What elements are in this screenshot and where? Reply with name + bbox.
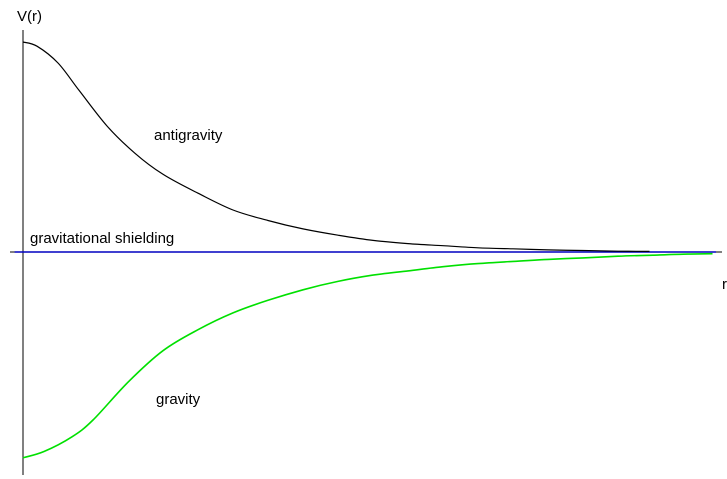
gravity-curve <box>22 252 713 459</box>
antigravity-curve <box>22 41 650 252</box>
antigravity-label: antigravity <box>154 127 223 144</box>
gravity-label: gravity <box>156 391 201 408</box>
gravitational-shielding-label: gravitational shielding <box>30 230 174 247</box>
x-axis-label: r <box>722 276 727 293</box>
y-axis-label: V(r) <box>17 8 42 25</box>
